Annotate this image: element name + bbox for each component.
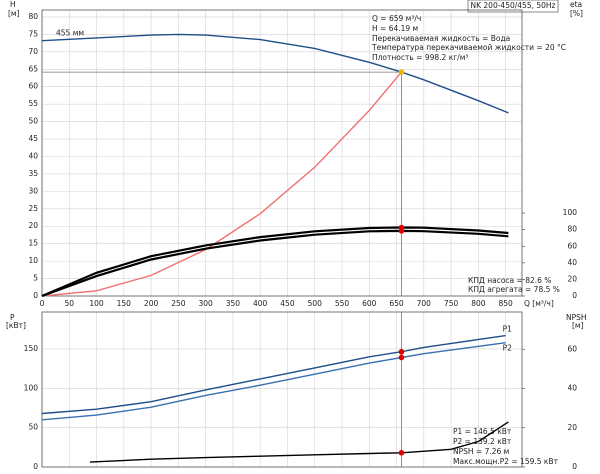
y-tick-label: 45 bbox=[28, 134, 38, 143]
operating-point bbox=[398, 348, 405, 355]
annotation: Плотность = 998.2 кг/м³ bbox=[372, 53, 468, 62]
y2-axis-unit: [м] bbox=[572, 321, 584, 330]
y-tick-label: 80 bbox=[28, 12, 38, 21]
y-tick-label: 15 bbox=[28, 239, 38, 248]
x-axis-label: Q [м³/ч] bbox=[524, 299, 554, 308]
y-tick-label: 30 bbox=[28, 186, 38, 195]
x-tick-label: 300 bbox=[198, 299, 213, 308]
y-tick-label: 10 bbox=[28, 256, 38, 265]
y-tick-label: 50 bbox=[28, 117, 38, 126]
y2-tick-label: 40 bbox=[567, 384, 577, 393]
y-tick-label: 70 bbox=[28, 47, 38, 56]
y-axis-label: P bbox=[10, 313, 15, 322]
y2-tick-label: 80 bbox=[567, 225, 577, 234]
x-tick-label: 0 bbox=[40, 299, 45, 308]
annotation: Q = 659 м³/ч bbox=[372, 14, 421, 23]
y-axis-unit: [м] bbox=[8, 9, 20, 18]
title-box bbox=[467, 0, 559, 13]
series-label: P1 bbox=[503, 325, 513, 334]
x-tick-label: 850 bbox=[498, 299, 513, 308]
y2-tick-label: 20 bbox=[567, 423, 577, 432]
annotation: Температура перекачиваемой жидкости = 20… bbox=[371, 43, 566, 52]
y-tick-label: 0 bbox=[33, 462, 38, 471]
y2-axis-label: eta bbox=[570, 0, 582, 9]
y2-tick-label: 60 bbox=[567, 241, 577, 250]
x-tick-label: 650 bbox=[389, 299, 404, 308]
annotation: Перекачиваемая жидкость = Вода bbox=[372, 34, 510, 43]
x-tick-label: 50 bbox=[64, 299, 74, 308]
y2-tick-label: 20 bbox=[567, 274, 577, 283]
x-tick-label: 800 bbox=[471, 299, 486, 308]
y-tick-label: 65 bbox=[28, 64, 38, 73]
y2-axis-unit: [%] bbox=[570, 9, 583, 18]
y-tick-label: 40 bbox=[28, 151, 38, 160]
y-tick-label: 150 bbox=[24, 344, 39, 353]
series-label: 455 мм bbox=[56, 29, 84, 38]
y-axis-label: H bbox=[10, 0, 16, 9]
x-tick-label: 550 bbox=[335, 299, 350, 308]
x-tick-label: 750 bbox=[444, 299, 459, 308]
y-tick-label: 5 bbox=[33, 274, 38, 283]
series-line bbox=[41, 33, 509, 114]
x-tick-label: 250 bbox=[171, 299, 186, 308]
y-tick-label: 20 bbox=[28, 221, 38, 230]
y-tick-label: 50 bbox=[28, 423, 38, 432]
operating-point bbox=[398, 69, 405, 75]
y-tick-label: 100 bbox=[24, 383, 39, 392]
series-label: P2 bbox=[503, 344, 513, 353]
series-line bbox=[41, 226, 509, 298]
series-line bbox=[41, 71, 403, 297]
x-tick-label: 200 bbox=[144, 299, 159, 308]
y2-tick-label: 60 bbox=[567, 344, 577, 353]
operating-point bbox=[398, 228, 405, 234]
y2-tick-label: 40 bbox=[567, 258, 577, 267]
operating-point bbox=[398, 354, 405, 361]
x-tick-label: 400 bbox=[253, 299, 268, 308]
x-tick-label: 350 bbox=[226, 299, 241, 308]
y-tick-label: 25 bbox=[28, 204, 38, 213]
y-tick-label: 75 bbox=[28, 29, 38, 38]
x-tick-label: 700 bbox=[417, 299, 432, 308]
x-tick-label: 150 bbox=[117, 299, 132, 308]
annotation: КПД агрегата = 78.5 % bbox=[468, 285, 560, 294]
y-tick-label: 35 bbox=[28, 169, 38, 178]
annotation: Макс.мощн.P2 = 159.5 кВт bbox=[453, 457, 559, 466]
x-tick-label: 600 bbox=[362, 299, 377, 308]
y2-tick-label: 0 bbox=[572, 462, 577, 471]
chart-title: NK 200-450/455, 50Hz bbox=[471, 1, 556, 10]
y-axis-unit: [кВт] bbox=[6, 321, 26, 330]
y2-tick-label: 0 bbox=[572, 291, 577, 300]
plot-frame bbox=[41, 311, 523, 468]
operating-point bbox=[398, 449, 405, 456]
y-tick-label: 60 bbox=[28, 82, 38, 91]
series-line bbox=[41, 334, 506, 415]
annotation: P1 = 146.5 кВт bbox=[453, 427, 512, 436]
y-tick-label: 0 bbox=[33, 291, 38, 300]
x-tick-label: 100 bbox=[89, 299, 104, 308]
series-line bbox=[89, 421, 509, 463]
y-tick-label: 55 bbox=[28, 99, 38, 108]
y2-tick-label: 100 bbox=[563, 208, 578, 217]
plot-frame bbox=[41, 9, 523, 297]
annotation: P2 = 139.2 кВт bbox=[453, 437, 512, 446]
x-tick-label: 500 bbox=[308, 299, 323, 308]
annotation: NPSH = 7.26 м bbox=[453, 447, 509, 456]
x-tick-label: 450 bbox=[280, 299, 295, 308]
y2-axis-label: NPSH bbox=[566, 313, 587, 322]
series-line bbox=[41, 342, 506, 421]
annotation: H = 64.19 м bbox=[372, 24, 418, 33]
annotation: КПД насоса = 82.6 % bbox=[468, 276, 551, 285]
series-line bbox=[41, 229, 509, 298]
